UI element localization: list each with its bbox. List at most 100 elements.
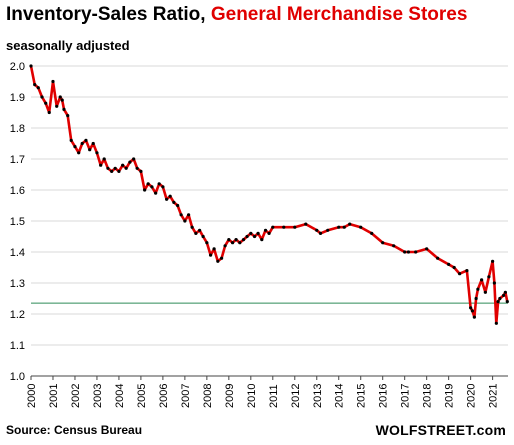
data-point xyxy=(216,259,220,263)
data-point xyxy=(469,306,473,310)
data-point xyxy=(498,296,502,301)
data-point xyxy=(260,238,264,242)
data-point xyxy=(470,309,474,313)
data-point xyxy=(194,231,198,235)
y-tick-label: 2.0 xyxy=(10,61,25,73)
chart-title: Inventory-Sales Ratio, General Merchandi… xyxy=(6,4,467,26)
data-point xyxy=(179,213,183,217)
data-point xyxy=(95,151,99,155)
data-point xyxy=(197,228,202,232)
data-point xyxy=(91,141,95,146)
data-point xyxy=(187,213,191,217)
data-point xyxy=(150,185,154,189)
chart-title-highlight: General Merchandise Stores xyxy=(210,4,468,25)
data-point xyxy=(252,234,257,239)
x-tick-label: 2002 xyxy=(70,384,82,408)
series-line xyxy=(29,65,509,325)
data-point xyxy=(113,166,117,170)
data-point xyxy=(502,293,506,297)
x-tick-label: 2007 xyxy=(180,384,192,408)
data-point xyxy=(172,200,176,204)
data-point xyxy=(176,203,180,208)
x-tick-label: 2015 xyxy=(356,384,368,408)
data-point xyxy=(219,256,224,260)
x-tick-label: 2006 xyxy=(158,384,170,408)
series-markers xyxy=(29,64,509,325)
data-point xyxy=(315,228,319,232)
data-point xyxy=(465,269,469,273)
data-point xyxy=(99,163,103,167)
x-tick-label: 2014 xyxy=(334,384,346,408)
data-point xyxy=(241,238,246,242)
data-point xyxy=(342,225,346,229)
data-point xyxy=(128,160,132,164)
data-point xyxy=(494,321,498,325)
x-tick-label: 2016 xyxy=(378,384,390,408)
data-point xyxy=(33,83,37,87)
data-point xyxy=(157,182,161,186)
x-tick-label: 2004 xyxy=(114,384,126,408)
data-point xyxy=(337,225,341,229)
y-tick-label: 1.6 xyxy=(10,185,25,197)
source-note: Source: Census Bureau xyxy=(6,423,143,437)
data-point xyxy=(436,256,440,260)
y-tick-label: 1.3 xyxy=(10,278,25,290)
data-point xyxy=(267,231,271,235)
data-point xyxy=(77,151,81,155)
data-point xyxy=(51,79,55,84)
y-axis: 2.0 1.9 1.8 1.7 1.6 1.5 1.4 1.3 1.2 1.1 1.0 xyxy=(10,61,25,383)
x-tick-label: 2012 xyxy=(290,384,302,408)
brand-logo: WOLFSTREET.com xyxy=(375,422,506,438)
x-tick-label: 2021 xyxy=(488,384,500,408)
data-point xyxy=(359,225,363,229)
data-point xyxy=(492,281,496,285)
data-point xyxy=(458,272,462,276)
data-point xyxy=(88,148,92,152)
data-point xyxy=(491,259,495,263)
data-point xyxy=(146,182,150,186)
x-tick-label: 2019 xyxy=(444,384,456,408)
y-tick-label: 1.9 xyxy=(10,92,25,104)
data-point xyxy=(29,64,33,68)
data-point xyxy=(392,244,396,248)
data-point xyxy=(62,107,66,111)
x-tick-label: 2001 xyxy=(48,384,60,408)
data-point xyxy=(47,110,51,115)
data-point xyxy=(212,247,216,251)
data-point xyxy=(121,163,125,167)
data-point xyxy=(234,238,238,242)
data-point xyxy=(44,101,48,105)
data-point xyxy=(227,238,231,242)
data-point xyxy=(55,104,59,108)
data-point xyxy=(249,231,253,235)
data-point xyxy=(474,296,478,301)
data-point xyxy=(132,157,136,161)
y-tick-label: 1.7 xyxy=(10,154,25,166)
y-tick-label: 1.1 xyxy=(10,340,25,352)
data-point xyxy=(183,219,187,223)
x-tick-label: 2010 xyxy=(246,384,258,408)
y-tick-label: 1.8 xyxy=(10,123,25,135)
data-point xyxy=(238,241,242,245)
x-tick-label: 2005 xyxy=(136,384,148,408)
data-point xyxy=(135,166,139,170)
data-point xyxy=(403,250,407,254)
data-point xyxy=(73,145,77,149)
data-point xyxy=(318,231,323,235)
y-tick-label: 1.5 xyxy=(10,216,25,228)
y-tick-label: 1.2 xyxy=(10,309,25,321)
y-tick-label: 1.0 xyxy=(10,371,25,383)
data-point xyxy=(165,197,169,201)
x-tick-label: 2020 xyxy=(466,384,478,408)
data-point xyxy=(208,253,213,257)
x-tick-label: 2009 xyxy=(224,384,236,408)
data-point xyxy=(154,191,158,195)
data-point xyxy=(381,241,385,245)
data-point xyxy=(124,166,128,170)
data-point xyxy=(201,234,205,239)
x-tick-label: 2008 xyxy=(202,384,214,408)
data-point xyxy=(271,225,275,229)
data-point xyxy=(143,188,147,192)
data-point xyxy=(447,262,451,266)
